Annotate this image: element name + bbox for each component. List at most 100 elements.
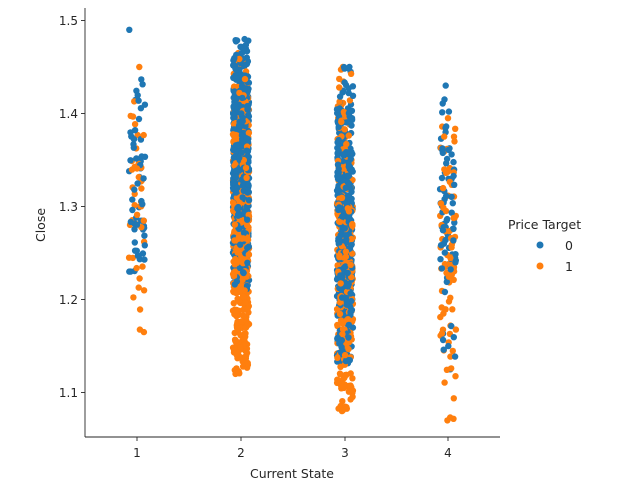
data-point-series-0-state-4 bbox=[450, 158, 457, 166]
data-point-series-1-state-3 bbox=[339, 325, 347, 333]
data-point-series-0-state-4 bbox=[441, 249, 448, 256]
y-axis-label: Close bbox=[33, 208, 48, 242]
data-point-series-0-state-1 bbox=[140, 175, 147, 182]
data-point-series-1-state-2 bbox=[230, 83, 238, 90]
data-point-series-1-state-3 bbox=[341, 126, 348, 133]
data-point-series-1-state-4 bbox=[447, 294, 454, 301]
data-point-series-0-state-1 bbox=[129, 196, 136, 203]
data-point-series-0-state-2 bbox=[230, 146, 237, 154]
x-tick-label: 1 bbox=[133, 446, 141, 460]
data-point-series-1-state-3 bbox=[347, 370, 354, 377]
data-point-series-1-state-2 bbox=[244, 320, 252, 327]
data-point-series-1-state-3 bbox=[341, 371, 349, 379]
data-point-series-1-state-2 bbox=[234, 249, 241, 256]
data-point-series-0-state-3 bbox=[347, 148, 354, 155]
data-point-series-1-state-3 bbox=[347, 70, 355, 78]
data-point-series-0-state-1 bbox=[131, 247, 139, 254]
data-point-series-1-state-2 bbox=[242, 164, 250, 172]
data-point-series-0-state-3 bbox=[333, 276, 341, 283]
legend-entry-0: 0 bbox=[565, 238, 573, 253]
data-point-series-1-state-1 bbox=[140, 287, 148, 294]
data-point-series-0-state-1 bbox=[130, 136, 138, 143]
data-point-series-0-state-3 bbox=[344, 269, 351, 277]
data-point-series-0-state-1 bbox=[129, 206, 136, 214]
data-point-series-0-state-1 bbox=[137, 105, 145, 112]
data-point-series-1-state-1 bbox=[138, 185, 145, 192]
data-point-series-0-state-2 bbox=[241, 35, 248, 43]
data-point-series-0-state-2 bbox=[239, 94, 246, 102]
data-point-series-0-state-2 bbox=[244, 102, 251, 110]
data-point-series-0-state-3 bbox=[348, 122, 355, 129]
data-point-series-0-state-4 bbox=[442, 124, 449, 132]
data-point-series-1-state-3 bbox=[343, 140, 350, 148]
data-point-series-1-state-4 bbox=[449, 347, 456, 355]
data-point-series-0-state-1 bbox=[131, 127, 139, 134]
y-tick-label: 1.1 bbox=[59, 386, 78, 400]
data-point-series-1-state-1 bbox=[140, 217, 147, 224]
data-point-series-0-state-1 bbox=[134, 180, 141, 187]
data-point-series-0-state-2 bbox=[239, 194, 246, 201]
data-point-series-1-state-1 bbox=[136, 306, 144, 313]
data-point-series-1-state-3 bbox=[342, 248, 350, 255]
data-point-series-0-state-3 bbox=[333, 106, 341, 113]
data-point-series-1-state-2 bbox=[234, 325, 241, 332]
data-point-series-0-state-4 bbox=[450, 172, 457, 180]
data-point-series-1-state-2 bbox=[232, 131, 239, 139]
data-point-series-1-state-3 bbox=[345, 345, 352, 353]
data-point-series-1-state-4 bbox=[444, 417, 451, 424]
data-point-series-1-state-1 bbox=[140, 328, 148, 336]
data-point-series-1-state-2 bbox=[230, 300, 237, 307]
data-point-series-1-state-1 bbox=[136, 63, 143, 71]
data-point-series-1-state-4 bbox=[443, 366, 451, 373]
data-point-series-1-state-1 bbox=[133, 264, 140, 272]
data-point-series-0-state-3 bbox=[342, 81, 350, 89]
data-point-series-0-state-1 bbox=[141, 232, 148, 239]
data-point-series-0-state-3 bbox=[348, 188, 355, 195]
data-point-series-0-state-3 bbox=[339, 151, 347, 158]
data-point-series-0-state-3 bbox=[336, 239, 343, 246]
data-point-series-1-state-3 bbox=[349, 221, 356, 228]
data-point-series-1-state-4 bbox=[452, 326, 460, 333]
data-point-series-1-state-3 bbox=[349, 250, 356, 257]
data-point-series-0-state-3 bbox=[347, 308, 354, 316]
data-point-series-0-state-2 bbox=[245, 181, 252, 188]
data-point-series-1-state-1 bbox=[140, 131, 147, 139]
data-point-series-0-state-1 bbox=[135, 97, 142, 104]
data-point-series-1-state-3 bbox=[346, 97, 354, 104]
data-point-series-1-state-3 bbox=[336, 218, 344, 225]
data-point-series-0-state-4 bbox=[448, 193, 455, 200]
legend-title: Price Target bbox=[508, 217, 581, 232]
data-point-series-1-state-1 bbox=[130, 294, 137, 301]
data-point-series-1-state-3 bbox=[336, 370, 344, 377]
data-point-series-0-state-1 bbox=[141, 256, 148, 263]
y-tick-label: 1.5 bbox=[59, 14, 78, 28]
data-point-series-1-state-1 bbox=[135, 284, 142, 291]
data-point-series-0-state-3 bbox=[348, 115, 356, 122]
data-point-series-0-state-2 bbox=[240, 229, 248, 236]
data-point-series-1-state-2 bbox=[243, 174, 250, 181]
data-point-series-0-state-3 bbox=[339, 294, 346, 301]
data-point-series-1-state-3 bbox=[338, 118, 345, 126]
y-tick-label: 1.3 bbox=[59, 200, 78, 214]
data-point-series-1-state-2 bbox=[244, 305, 251, 312]
data-point-series-0-state-1 bbox=[141, 242, 148, 249]
data-point-series-1-state-3 bbox=[336, 75, 343, 83]
data-point-series-1-state-3 bbox=[333, 306, 341, 313]
data-point-series-1-state-3 bbox=[334, 354, 341, 361]
data-point-series-0-state-4 bbox=[451, 353, 459, 360]
data-point-series-0-state-3 bbox=[334, 161, 342, 168]
data-point-series-0-state-3 bbox=[335, 147, 342, 154]
data-point-series-0-state-4 bbox=[448, 209, 455, 216]
data-point-series-0-state-4 bbox=[451, 181, 458, 188]
data-point-series-0-state-3 bbox=[345, 163, 352, 170]
data-point-series-0-state-4 bbox=[450, 225, 457, 232]
data-point-series-0-state-2 bbox=[244, 259, 251, 266]
data-point-series-0-state-3 bbox=[345, 172, 353, 180]
data-point-series-0-state-2 bbox=[237, 241, 244, 248]
data-point-series-1-state-3 bbox=[348, 235, 355, 243]
data-point-series-0-state-2 bbox=[244, 244, 251, 252]
data-point-series-1-state-2 bbox=[235, 368, 242, 375]
data-point-series-0-state-2 bbox=[238, 149, 245, 156]
data-point-series-0-state-2 bbox=[234, 212, 242, 219]
data-point-series-1-state-3 bbox=[339, 398, 346, 405]
